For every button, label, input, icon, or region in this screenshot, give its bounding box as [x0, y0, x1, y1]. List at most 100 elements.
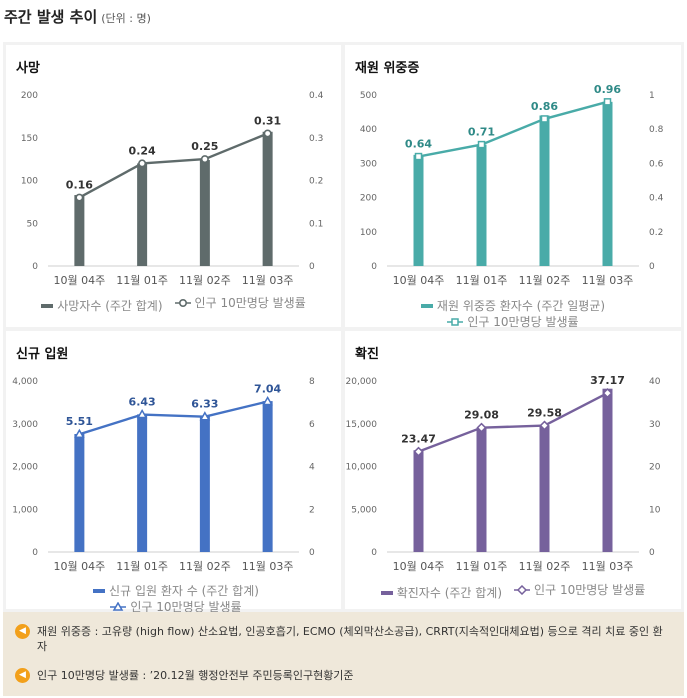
legend-item-bar: 확진자수 (주간 합계)	[380, 585, 503, 601]
line-marker	[263, 129, 272, 138]
note-text: 인구 10만명당 발생률 : ’20.12월 행정안전부 주민등록인구현황기준	[37, 669, 354, 682]
page-title: 주간 발생 추이 (단위 : 명)	[4, 6, 151, 27]
legend-label: 신규 입원 환자 수 (주간 합계)	[109, 584, 259, 598]
line-marker	[413, 446, 424, 457]
y-right-tick-label: 6	[309, 420, 315, 430]
line-marker	[477, 140, 486, 149]
data-label: 0.71	[468, 126, 495, 139]
bar	[262, 401, 273, 552]
chart-svg: 0 5,000 10,000 15,000 20,000 0 10 20 30 40 10월 04주…	[346, 374, 661, 573]
note-item: ◀ 재원 위중증 : 고유량 (high flow) 산소요법, 인공호흡기, …	[15, 624, 670, 654]
x-tick-label: 10월 04주	[393, 274, 445, 287]
y-right-tick-label: 30	[649, 420, 661, 430]
y-left-tick-label: 15,000	[346, 420, 378, 430]
legend-label: 사망자수 (주간 합계)	[57, 299, 163, 313]
legend-item-line: 인구 10만명당 발생률	[174, 295, 306, 311]
line-marker	[199, 411, 211, 421]
bar	[539, 115, 550, 267]
data-label: 23.47	[401, 433, 436, 446]
y-left-tick-label: 200	[360, 194, 377, 204]
chart-title: 확진	[355, 347, 379, 362]
y-right-tick-label: 0.4	[649, 194, 664, 204]
data-label: 29.58	[527, 407, 562, 420]
bar	[413, 450, 424, 552]
x-tick-label: 11월 03주	[582, 274, 634, 287]
chart-title: 사망	[16, 61, 40, 76]
y-left-tick-label: 1,000	[12, 505, 38, 515]
y-left-tick-label: 500	[360, 91, 377, 101]
legend-line-swatch	[514, 585, 531, 595]
legend-item-bar: 사망자수 (주간 합계)	[41, 298, 163, 314]
x-tick-label: 10월 04주	[54, 274, 106, 287]
y-right-tick-label: 0.1	[309, 219, 323, 229]
line-marker	[138, 159, 147, 168]
line-marker	[136, 409, 148, 419]
y-left-tick-label: 0	[32, 548, 38, 558]
y-left-tick-label: 0	[32, 262, 38, 272]
x-tick-label: 11월 01주	[456, 560, 508, 573]
y-right-tick-label: 0	[309, 548, 315, 558]
y-left-tick-label: 4,000	[12, 377, 38, 387]
x-tick-label: 10월 04주	[54, 560, 106, 573]
x-tick-label: 11월 03주	[242, 560, 294, 573]
line-marker	[262, 396, 273, 406]
bar	[476, 428, 487, 552]
data-label: 0.86	[531, 100, 558, 113]
y-left-tick-label: 150	[21, 134, 38, 144]
y-right-tick-label: 2	[309, 505, 315, 515]
y-left-tick-label: 5,000	[351, 505, 377, 515]
y-right-tick-label: 4	[309, 463, 315, 473]
y-left-tick-label: 200	[21, 91, 38, 101]
y-left-tick-label: 400	[360, 125, 377, 135]
x-tick-label: 11월 01주	[116, 274, 168, 287]
bar	[262, 131, 273, 266]
legend-label: 인구 10만명당 발생률	[467, 315, 579, 329]
line-marker	[603, 98, 612, 106]
data-label: 29.08	[464, 409, 499, 422]
y-left-tick-label: 20,000	[346, 377, 378, 387]
y-right-tick-label: 0.3	[309, 134, 323, 144]
legend-label: 확진자수 (주간 합계)	[396, 586, 503, 600]
x-tick-label: 11월 02주	[519, 274, 571, 287]
chart-svg: 0 50 100 150 200 0 0.1 0.2 0.3 0.4 10월 04주 11월 01주 1…	[21, 91, 324, 287]
line-marker	[75, 193, 84, 202]
series-line	[78, 132, 269, 199]
y-left-tick-label: 10,000	[346, 463, 378, 473]
x-tick-label: 11월 02주	[179, 274, 231, 287]
line-marker	[74, 428, 85, 438]
data-label: 0.31	[254, 114, 281, 127]
chart-panel-deaths: 사망 0 50 100 150 200 0 0.1 0.2 0.3 0.4 10월 04주 11월 0…	[6, 45, 341, 327]
y-right-tick-label: 20	[649, 463, 661, 473]
bar	[199, 159, 210, 266]
line-marker	[540, 115, 549, 123]
speaker-icon: ◀	[15, 668, 30, 683]
bar	[74, 434, 85, 552]
legend-label: 인구 10만명당 발생률	[534, 583, 646, 597]
line-marker	[476, 422, 487, 433]
x-tick-label: 10월 04주	[393, 560, 445, 573]
legend-line-swatch	[174, 298, 191, 308]
legend-item-bar: 재원 위중증 환자수 (주간 일평균)	[420, 298, 605, 314]
legend-item-line: 인구 10만명당 발생률	[514, 582, 645, 598]
bar	[602, 388, 613, 552]
data-label: 6.33	[191, 398, 218, 411]
y-left-tick-label: 100	[21, 177, 38, 187]
bar	[199, 416, 210, 552]
bar	[539, 425, 550, 552]
y-right-tick-label: 40	[649, 377, 661, 387]
x-tick-label: 11월 03주	[242, 274, 294, 287]
legend-line-swatch	[110, 602, 127, 611]
series-line	[418, 100, 608, 158]
speaker-icon: ◀	[15, 624, 30, 639]
legend-bar-swatch	[420, 304, 433, 308]
y-right-tick-label: 0.4	[309, 91, 324, 101]
y-left-tick-label: 50	[27, 219, 39, 229]
line-marker	[414, 152, 423, 161]
bar	[602, 101, 613, 266]
chart-legend: 신규 입원 환자 수 (주간 합계) 인구 10만명당 발생률	[66, 581, 286, 616]
chart-panel-admissions: 신규 입원 0 1,000 2,000 3,000 4,000 0 2 4 6 8 10월 04주 1…	[6, 331, 341, 614]
line-marker	[451, 318, 460, 326]
legend-bar-swatch	[380, 591, 393, 595]
legend-item-bar: 신규 입원 환자 수 (주간 합계)	[93, 583, 259, 599]
y-right-tick-label: 0.2	[309, 177, 323, 187]
